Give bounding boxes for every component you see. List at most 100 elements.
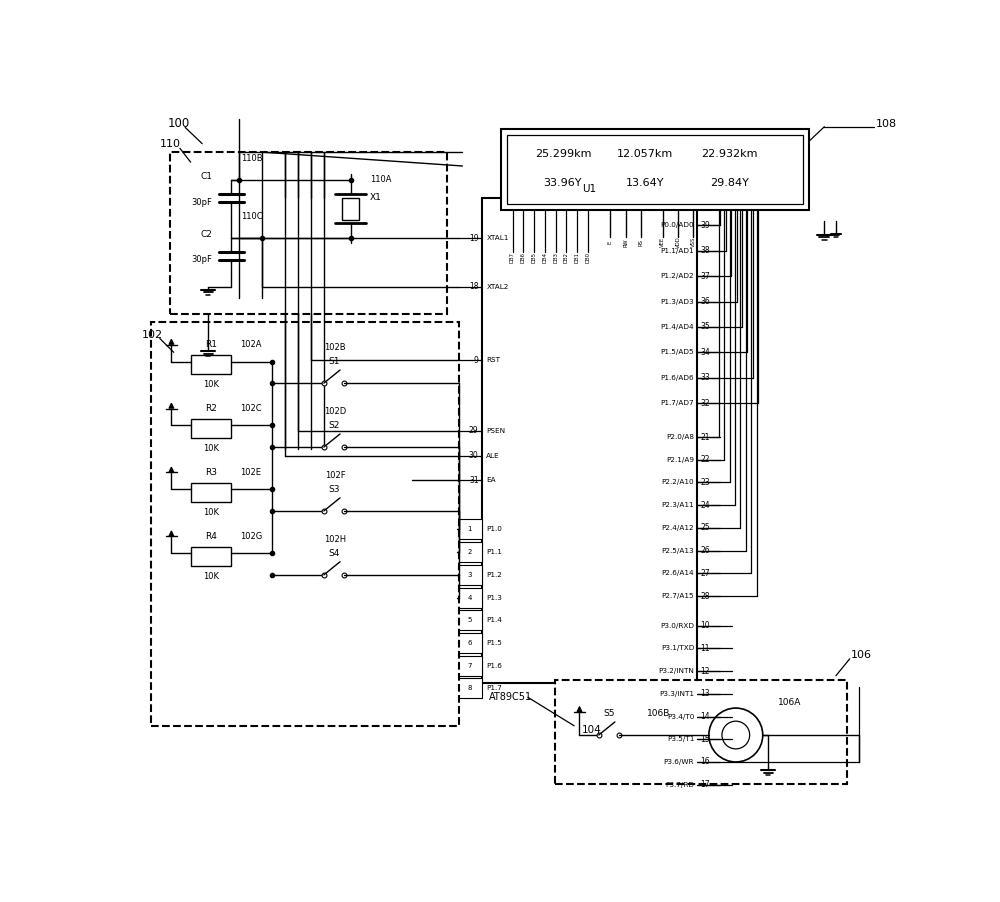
Text: 34: 34 [700, 348, 710, 357]
Text: P3.3/INT1: P3.3/INT1 [659, 691, 694, 697]
Text: 38: 38 [700, 246, 710, 255]
Text: 102G: 102G [240, 532, 262, 541]
Text: P1.5: P1.5 [486, 640, 502, 646]
Text: 110: 110 [160, 140, 181, 150]
Text: 21: 21 [700, 433, 710, 442]
Text: 24: 24 [700, 501, 710, 510]
Text: 33.96Y: 33.96Y [543, 178, 582, 188]
Text: 27: 27 [700, 569, 710, 578]
Text: 35: 35 [700, 322, 710, 331]
Bar [151, 321, 459, 726]
Text: ALE: ALE [486, 453, 500, 458]
Text: 22.932km: 22.932km [701, 149, 758, 159]
Text: S4: S4 [328, 548, 340, 557]
Bar [191, 355, 231, 374]
Text: 26: 26 [700, 546, 710, 555]
Text: PSEN: PSEN [486, 428, 505, 434]
Text: 12: 12 [700, 667, 710, 676]
Text: 106A: 106A [778, 698, 802, 707]
Text: P1.6: P1.6 [486, 663, 502, 668]
Bar [170, 152, 447, 314]
Text: 25: 25 [700, 523, 710, 532]
Bar [342, 198, 359, 219]
Text: 15: 15 [700, 735, 710, 744]
Text: P1.3: P1.3 [486, 594, 502, 601]
Bar [482, 198, 697, 684]
Text: 13: 13 [700, 689, 710, 698]
Text: P1.2/AD2: P1.2/AD2 [661, 273, 694, 279]
Text: P3.4/T0: P3.4/T0 [667, 713, 694, 720]
Text: 6: 6 [467, 640, 472, 646]
Text: P1.6/AD6: P1.6/AD6 [661, 374, 694, 381]
Text: R3: R3 [205, 468, 217, 477]
Text: 2: 2 [467, 549, 472, 555]
Text: 100: 100 [168, 117, 190, 130]
Text: S2: S2 [328, 421, 340, 430]
Text: P0.0/AD0: P0.0/AD0 [661, 222, 694, 228]
Text: 28: 28 [700, 592, 710, 601]
Text: P3.2/INTN: P3.2/INTN [658, 668, 694, 674]
Text: 106B: 106B [647, 709, 671, 718]
Text: 106: 106 [851, 650, 872, 660]
Bar [457, 678, 482, 698]
Text: 4: 4 [467, 594, 472, 601]
Text: 104: 104 [582, 724, 602, 734]
Text: RST: RST [486, 357, 500, 363]
Text: P1.4/AD4: P1.4/AD4 [661, 324, 694, 330]
Text: S1: S1 [328, 357, 340, 366]
Text: P1.4: P1.4 [486, 617, 502, 623]
Text: 10K: 10K [203, 380, 219, 389]
Bar [191, 419, 231, 437]
Text: 102B: 102B [325, 343, 346, 352]
Bar [457, 565, 482, 584]
Text: VDD: VDD [676, 236, 681, 248]
Bar [191, 483, 231, 502]
Text: XTAL2: XTAL2 [486, 284, 509, 290]
Text: 14: 14 [700, 712, 710, 721]
Text: P2.1/A9: P2.1/A9 [666, 456, 694, 463]
Text: R2: R2 [205, 404, 217, 413]
Text: RW: RW [623, 238, 628, 246]
Text: DB3: DB3 [553, 253, 558, 263]
Text: C2: C2 [200, 230, 212, 239]
Text: E: E [608, 241, 613, 244]
Text: 30pF: 30pF [191, 255, 212, 264]
Bar [507, 135, 803, 204]
Text: 18: 18 [469, 282, 479, 291]
Text: P3.6/WR: P3.6/WR [664, 759, 694, 765]
Text: 33: 33 [700, 373, 710, 382]
Text: 10K: 10K [203, 572, 219, 581]
Text: 22: 22 [700, 456, 710, 465]
Text: 31: 31 [469, 475, 479, 484]
Text: 9: 9 [474, 355, 479, 364]
Text: AT89C51: AT89C51 [489, 693, 533, 703]
Text: X1: X1 [370, 193, 382, 202]
Bar [457, 520, 482, 539]
Text: 25.299km: 25.299km [536, 149, 592, 159]
Bar [457, 542, 482, 562]
Text: DB1: DB1 [575, 253, 580, 263]
Text: 16: 16 [700, 758, 710, 767]
Text: P1.7/AD7: P1.7/AD7 [661, 400, 694, 406]
Text: 110C: 110C [241, 212, 262, 221]
Text: P1.1/AD1: P1.1/AD1 [661, 248, 694, 253]
Text: P1.0: P1.0 [486, 527, 502, 532]
Text: 102C: 102C [240, 404, 262, 413]
Text: 102: 102 [141, 329, 162, 340]
Text: P1.2: P1.2 [486, 572, 502, 578]
Text: P1.3/AD3: P1.3/AD3 [661, 299, 694, 305]
Text: 13.64Y: 13.64Y [626, 178, 664, 188]
Text: DB4: DB4 [542, 253, 547, 263]
Text: S5: S5 [603, 709, 615, 718]
Text: XTAL1: XTAL1 [486, 235, 509, 242]
Text: 36: 36 [700, 297, 710, 306]
Text: P1.1: P1.1 [486, 549, 502, 555]
Text: 29.84Y: 29.84Y [710, 178, 749, 188]
Bar [457, 633, 482, 653]
Text: 10: 10 [700, 621, 710, 630]
Text: 102A: 102A [240, 340, 261, 349]
Text: 37: 37 [700, 272, 710, 281]
Text: 110B: 110B [241, 153, 262, 162]
Text: RS: RS [639, 239, 644, 245]
Text: 30pF: 30pF [191, 198, 212, 207]
